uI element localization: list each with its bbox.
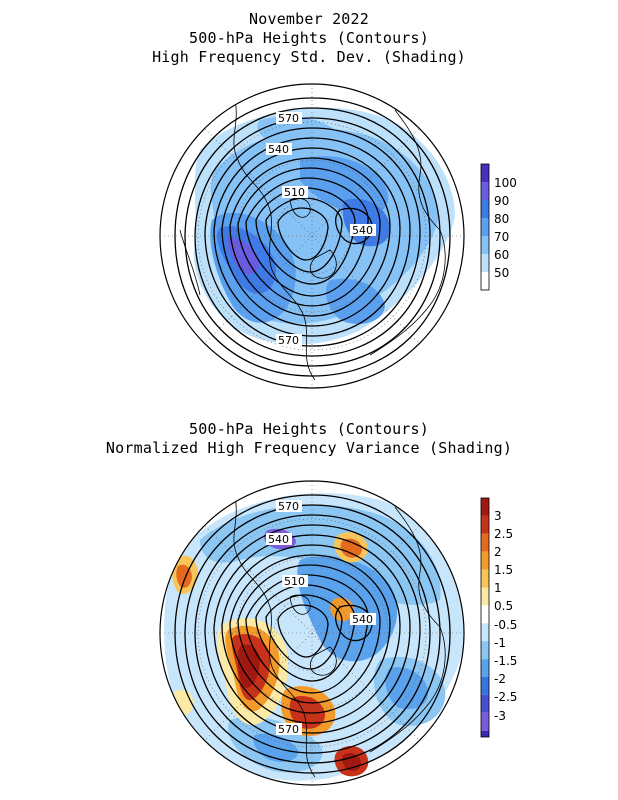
panel1-colorbar-swatch	[481, 182, 489, 200]
panel2-colorbar-label: 0.5	[494, 599, 513, 613]
panel1-label-570-top: 570	[278, 112, 299, 125]
panel1-label-570-bottom: 570	[278, 334, 299, 347]
panel1-label-540-right: 540	[352, 224, 373, 237]
panel1-colorbar-label: 70	[494, 230, 509, 244]
panel1-label-510: 510	[284, 186, 305, 199]
panel2-colorbar-swatch	[481, 730, 489, 737]
panel1-title-line1: November 2022	[249, 10, 369, 28]
panel2-title: 500-hPa Heights (Contours) Normalized Hi…	[0, 420, 618, 458]
panel1-map: 570 540 510 540 570	[159, 83, 465, 389]
panel2-colorbar-swatch	[481, 551, 489, 570]
panel2-colorbar-swatch	[481, 659, 489, 677]
panel1-colorbar-swatch	[481, 272, 489, 290]
panel1-label-540-top: 540	[268, 143, 289, 156]
panel2-colorbar-label: -3	[494, 709, 506, 723]
panel1-title-line2: 500-hPa Heights (Contours)	[189, 29, 429, 47]
panel2-colorbar-swatch	[481, 694, 489, 713]
panel2-graticule	[160, 481, 464, 785]
panel2-title-line2: Normalized High Frequency Variance (Shad…	[105, 439, 513, 457]
panel1-colorbar-label: 80	[494, 212, 509, 226]
panel2-colorbar-swatch	[481, 498, 489, 516]
panel2-colorbar-swatch	[481, 533, 489, 552]
panel2-label-510: 510	[284, 575, 305, 588]
panel1-title-line3: High Frequency Std. Dev. (Shading)	[152, 48, 466, 66]
panel2-colorbar-label: -1.5	[494, 654, 517, 668]
panel2-label-570-top: 570	[278, 500, 299, 513]
panel1-colorbar-label: 60	[494, 248, 509, 262]
panel2-label-540-top: 540	[268, 533, 289, 546]
panel2-colorbar-swatch	[481, 677, 489, 695]
panel2-title-line1: 500-hPa Heights (Contours)	[189, 420, 429, 438]
panel1-title: November 2022 500-hPa Heights (Contours)…	[0, 10, 618, 67]
panel1-colorbar-swatch	[481, 254, 489, 272]
panel2-colorbar-swatch	[481, 587, 489, 606]
panel2-map: 570 540 510 540 570	[159, 480, 465, 786]
panel2-colorbar-label: -1	[494, 636, 506, 650]
panel1-map-border	[159, 83, 465, 389]
panel2-label-570-bottom: 570	[278, 723, 299, 736]
panel2-colorbar-swatch	[481, 569, 489, 588]
panel2-colorbar-swatch	[481, 605, 489, 624]
panel1-colorbar-swatch	[481, 218, 489, 236]
panel2-colorbar-swatch	[481, 712, 489, 731]
panel2-colorbar-label: 1.5	[494, 563, 513, 577]
panel1-colorbar-label: 100	[494, 176, 517, 190]
panel2-contour-labels: 570 540 510 540 570	[266, 500, 376, 736]
panel2-colorbar-label: -2	[494, 672, 506, 686]
panel1-colorbar-label: 90	[494, 194, 509, 208]
panel2-colorbar-label: 1	[494, 581, 502, 595]
panel1-colorbar-swatch	[481, 200, 489, 218]
panel1-colorbar-swatch	[481, 236, 489, 254]
panel2-colorbar-label: -2.5	[494, 690, 517, 704]
panel2-map-border	[159, 480, 465, 786]
panel2-label-540-right: 540	[352, 613, 373, 626]
panel1-colorbar-swatch	[481, 164, 489, 182]
panel2-colorbar: 3 2.5 2 1.5 1 0.5 -0.5 -1 -1.5 -2 -2.5 -…	[480, 497, 517, 738]
panel1-colorbar: 100 90 80 70 60 50	[480, 163, 517, 291]
panel2-colorbar-swatch	[481, 515, 489, 534]
panel2-colorbar-swatch	[481, 623, 489, 642]
panel2-colorbar-label: 2.5	[494, 527, 513, 541]
panel2-colorbar-label: -0.5	[494, 618, 517, 632]
panel1-colorbar-label: 50	[494, 266, 509, 280]
panel2-colorbar-label: 3	[494, 509, 502, 523]
panel2-colorbar-label: 2	[494, 545, 502, 559]
panel2-colorbar-swatch	[481, 641, 489, 660]
panel1-contour-labels: 570 540 510 540 570	[266, 112, 376, 347]
